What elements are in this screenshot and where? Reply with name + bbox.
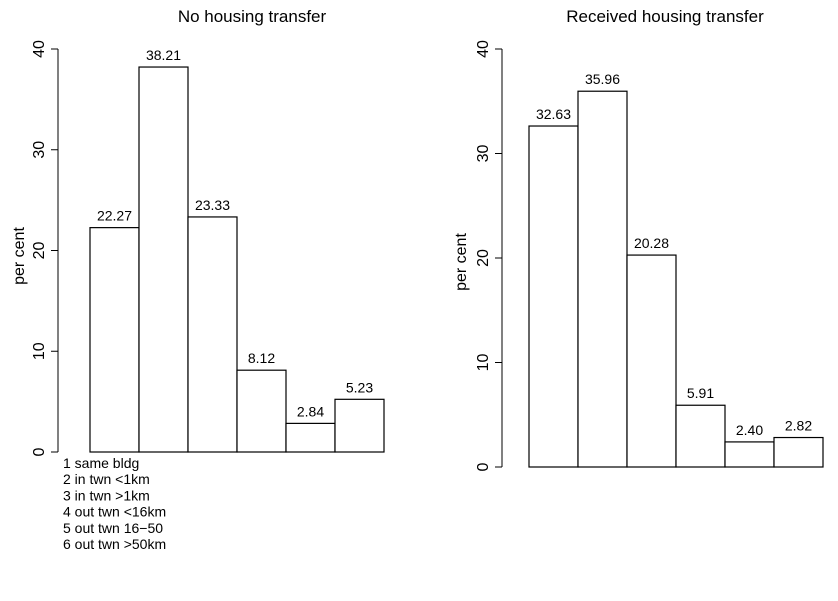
bar-5: [724, 441, 775, 468]
y-tick-label: 0: [31, 447, 48, 456]
bar-value-label: 5.91: [687, 385, 714, 401]
bar-value-label: 5.23: [346, 379, 373, 395]
bar-value-label: 2.84: [297, 403, 324, 419]
y-tick-label: 10: [31, 342, 48, 360]
bar-value-label: 32.63: [536, 106, 571, 122]
category-legend-item: 2 in twn <1km: [63, 471, 150, 487]
bar-6: [334, 398, 385, 453]
bar-2: [577, 90, 628, 468]
bar-4: [675, 404, 726, 468]
bar-1: [528, 125, 579, 468]
chart-title: No housing transfer: [178, 7, 327, 26]
chart-title: Received housing transfer: [566, 7, 764, 26]
bar-6: [773, 436, 824, 468]
bar-2: [138, 66, 189, 453]
y-tick-label: 20: [31, 242, 48, 260]
y-tick-label: 30: [475, 145, 492, 163]
bar-value-label: 23.33: [195, 197, 230, 213]
bar-4: [236, 369, 287, 453]
bar-value-label: 8.12: [248, 350, 275, 366]
y-axis-label: per cent: [11, 227, 28, 285]
category-legend-item: 5 out twn 16−50: [63, 520, 163, 536]
bar-value-label: 20.28: [634, 235, 669, 251]
bar-value-label: 35.96: [585, 71, 620, 87]
category-legend-item: 3 in twn >1km: [63, 487, 150, 503]
y-tick-label: 10: [475, 354, 492, 372]
y-tick-label: 40: [475, 40, 492, 58]
chart-received-housing-transfer: Received housing transfer 0 10 20 30 40 per ce…: [453, 7, 824, 471]
y-tick-label: 0: [475, 462, 492, 471]
bar-3: [626, 254, 677, 468]
y-tick-label: 30: [31, 141, 48, 159]
category-legend-item: 1 same bldg: [63, 455, 139, 471]
bar-value-label: 22.27: [97, 208, 132, 224]
bar-1: [89, 227, 140, 453]
bar-value-label: 2.40: [736, 422, 763, 438]
bar-value-label: 38.21: [146, 47, 181, 63]
y-tick-label: 40: [31, 40, 48, 58]
category-legend-item: 6 out twn >50km: [63, 536, 166, 552]
y-tick-label: 20: [475, 249, 492, 267]
category-legend-item: 4 out twn <16km: [63, 504, 166, 520]
bar-3: [187, 216, 238, 453]
bar-value-label: 2.82: [785, 418, 812, 434]
y-axis-label: per cent: [453, 233, 470, 291]
chart-no-housing-transfer: No housing transfer 0 10 20 30 40 per cent 22.2…: [11, 7, 385, 456]
bar-5: [285, 422, 336, 453]
